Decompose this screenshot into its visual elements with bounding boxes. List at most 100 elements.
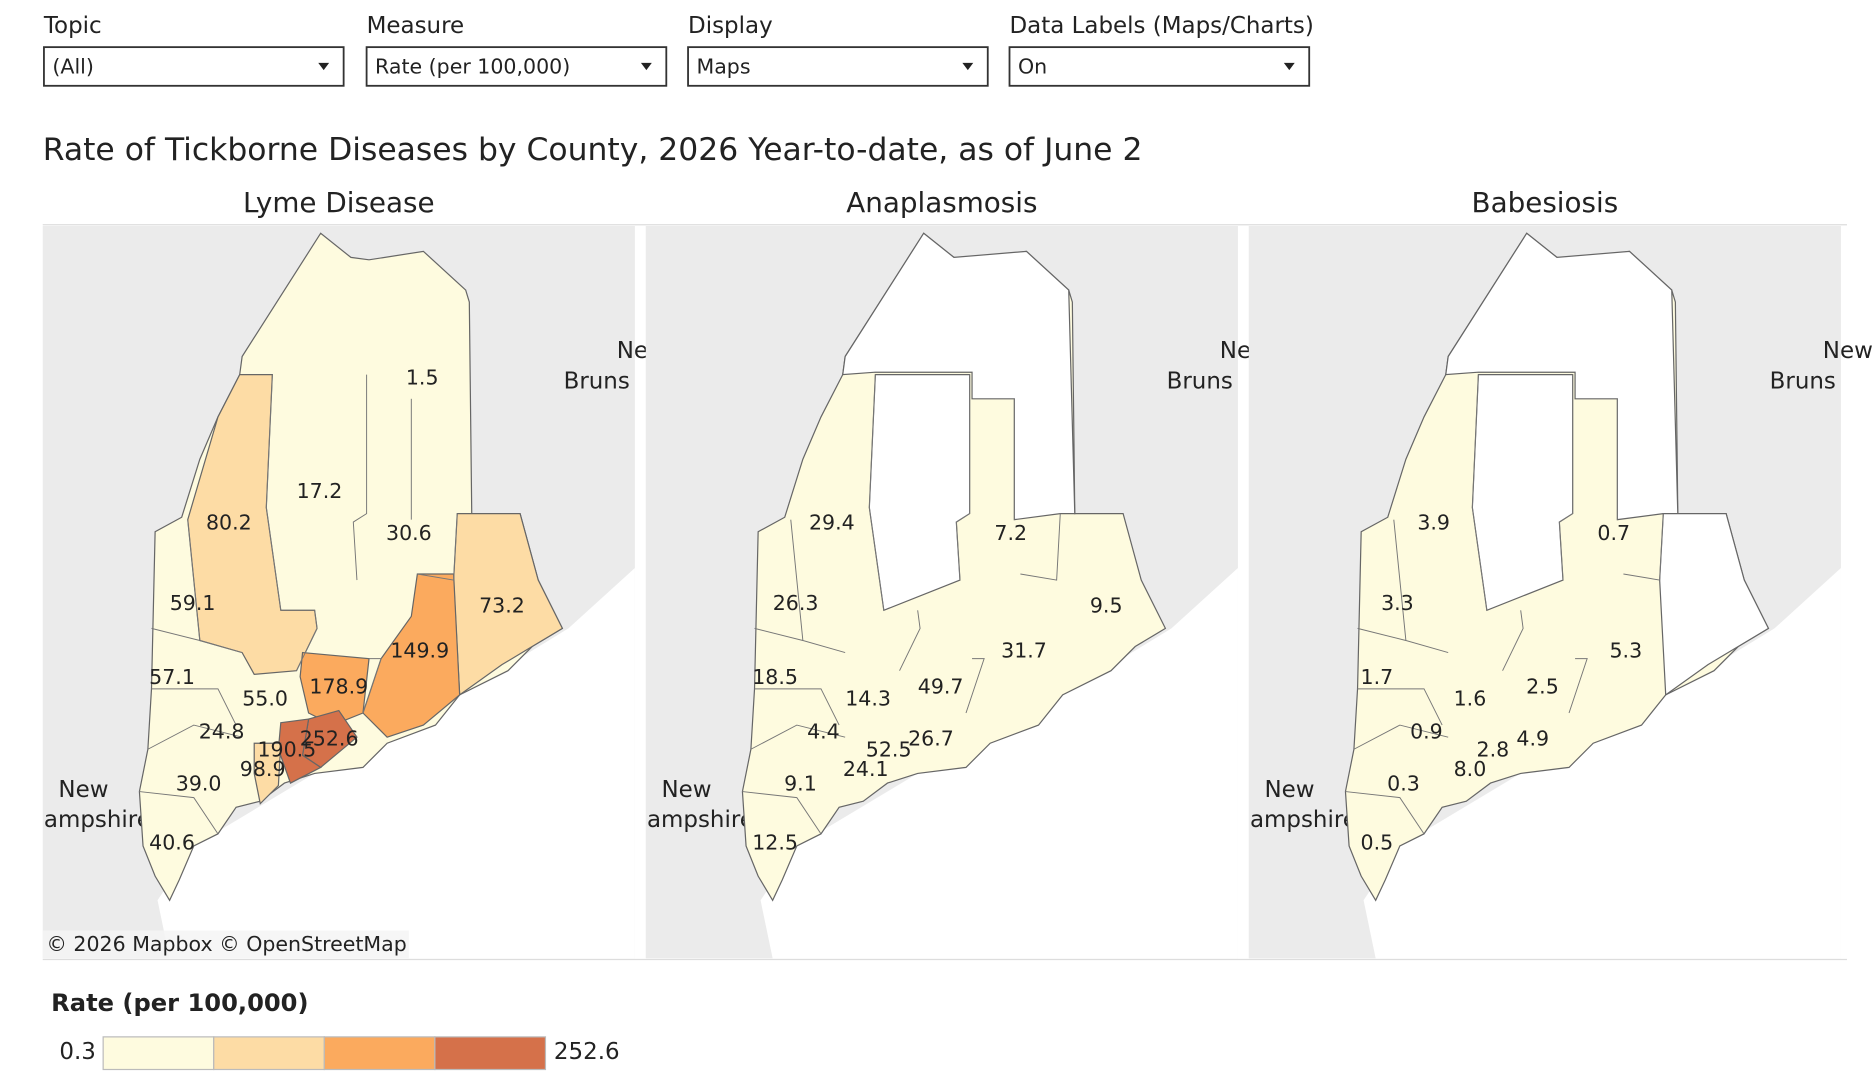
county-label: 57.1 [149, 665, 195, 689]
basemap-label: Bruns [1770, 368, 1836, 394]
county-label: 1.7 [1361, 665, 1394, 689]
county-label: 3.9 [1417, 510, 1450, 534]
map-title: Babesiosis [1472, 186, 1619, 219]
county-no-data [1471, 374, 1574, 612]
basemap-label: New [58, 777, 108, 803]
county-label: 4.4 [807, 719, 840, 743]
county-label: 17.2 [297, 479, 343, 503]
county-border [265, 374, 282, 611]
filter-dropdown[interactable] [687, 46, 989, 87]
dropdown-arrow[interactable] [640, 62, 652, 71]
county-label: 1.5 [406, 365, 439, 389]
county-label: 14.3 [845, 687, 891, 711]
county-border [147, 724, 243, 750]
county-label: 24.8 [199, 719, 245, 743]
filter-dropdown[interactable] [1008, 46, 1311, 87]
legend-title: Rate (per 100,000) [51, 989, 308, 1017]
filter-label: Topic [43, 13, 102, 39]
county-label: 2.5 [1526, 675, 1559, 699]
filter-label: Display [688, 13, 773, 39]
county-border [1357, 627, 1407, 641]
county-label: 31.7 [1001, 638, 1047, 662]
legend-swatch [323, 1036, 436, 1071]
county-label: 80.2 [206, 510, 252, 534]
filter-value[interactable]: (All) [52, 55, 93, 79]
county-label: 9.1 [784, 771, 817, 795]
basemap-label: ampshire [1250, 807, 1357, 833]
map-title: Anaplasmosis [846, 186, 1037, 219]
filter-dropdown[interactable] [43, 46, 345, 87]
county-border [1623, 513, 1664, 581]
basemap-label: ampshire [44, 807, 151, 833]
county-no-data [1659, 512, 1770, 697]
county-label: 18.5 [752, 665, 798, 689]
county-border [151, 688, 237, 726]
county-label: 73.2 [479, 594, 525, 618]
county-border [1357, 688, 1443, 726]
basemap-label: Bruns [564, 368, 630, 394]
legend-max: 252.6 [554, 1039, 620, 1065]
county-label: 55.0 [242, 687, 288, 711]
county-border [955, 374, 971, 581]
county-border [742, 791, 822, 835]
county-label: 1.6 [1454, 687, 1487, 711]
basemap-label: ampshire [647, 807, 754, 833]
county-border [1568, 658, 1588, 714]
county-label: 5.3 [1610, 638, 1643, 662]
county-border [352, 374, 368, 581]
county-label: 59.1 [170, 591, 216, 615]
county-border [899, 610, 921, 671]
attribution-bg [42, 930, 409, 959]
filter-label: Data Labels (Maps/Charts) [1010, 13, 1314, 39]
basemap-ocean [157, 567, 635, 959]
basemap-label: New [1823, 338, 1873, 364]
county-label: 252.6 [300, 727, 359, 751]
county-label: 12.5 [752, 831, 798, 855]
county-label: 0.3 [1387, 771, 1420, 795]
filter-dropdown[interactable] [365, 46, 668, 87]
county-border [868, 374, 885, 611]
county-border [1345, 791, 1425, 835]
county-label: 4.9 [1516, 727, 1549, 751]
dropdown-arrow[interactable] [318, 62, 330, 71]
filter-value[interactable]: On [1018, 55, 1047, 79]
basemap-ocean [760, 567, 1238, 959]
legend-min: 0.3 [59, 1039, 96, 1065]
county-border [1502, 610, 1524, 671]
county-label: 8.0 [1454, 757, 1487, 781]
county-no-data [868, 374, 971, 612]
county-border [965, 658, 985, 714]
dropdown-arrow[interactable] [962, 62, 974, 71]
filter-value[interactable]: Rate (per 100,000) [375, 55, 570, 79]
county-label: 98.9 [240, 757, 286, 781]
county-border [754, 627, 803, 641]
filter-value[interactable]: Maps [697, 55, 751, 79]
legend-swatch [102, 1036, 215, 1071]
county-label: 0.7 [1597, 521, 1630, 545]
county-no-data [842, 232, 1076, 521]
county-no-data [1445, 232, 1679, 521]
basemap-ocean [1363, 567, 1841, 959]
county-border [139, 791, 219, 835]
county [362, 573, 461, 738]
county-label: 52.5 [866, 737, 912, 761]
county-label: 149.9 [390, 638, 449, 662]
filter-label: Measure [367, 13, 465, 39]
county [253, 742, 282, 805]
county-border [417, 513, 458, 581]
legend-swatch [434, 1036, 547, 1071]
county-label: 7.2 [994, 521, 1027, 545]
county-label: 49.7 [918, 675, 964, 699]
county-label: 24.1 [843, 757, 889, 781]
dropdown-arrow[interactable] [1283, 62, 1295, 71]
county-label: 39.0 [176, 771, 222, 795]
dashboard-title: Rate of Tickborne Diseases by County, 20… [43, 132, 1143, 168]
county-label: 0.5 [1361, 831, 1394, 855]
county-label: 9.5 [1090, 594, 1123, 618]
county-border [296, 610, 318, 671]
county-label: 26.3 [773, 591, 819, 615]
map-title: Lyme Disease [243, 186, 435, 219]
